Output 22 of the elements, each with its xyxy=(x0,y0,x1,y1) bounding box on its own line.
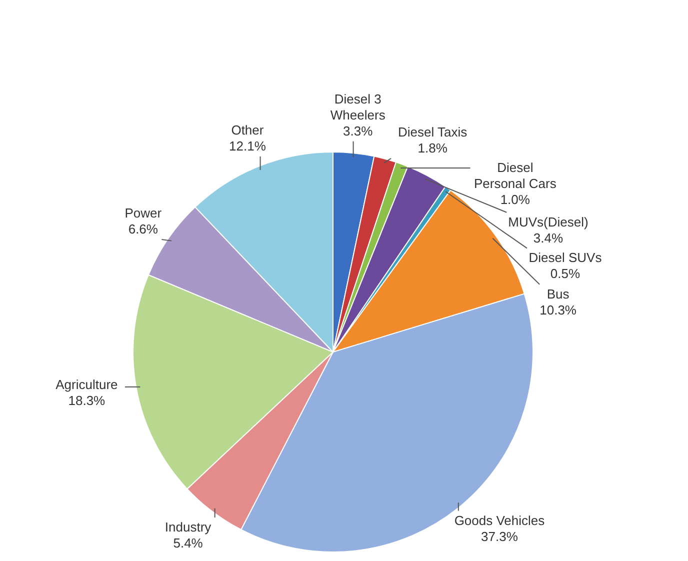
data-label: 0.5% xyxy=(550,266,580,282)
slice-label: Industry xyxy=(164,519,212,534)
slice-label: Diesel Taxis xyxy=(398,124,468,140)
slice-label: Agriculture xyxy=(56,376,118,392)
data-label: 37.3% xyxy=(481,528,518,544)
slice-label: Power xyxy=(124,206,162,221)
slice-label: Diesel Personal Cars xyxy=(474,160,557,192)
data-label: 12.1% xyxy=(229,138,266,154)
slice-label: Other xyxy=(231,122,264,138)
data-label: 3.4% xyxy=(533,230,564,246)
slice-label: Bus xyxy=(546,286,570,302)
slice-label: Diesel SUVs xyxy=(528,250,602,266)
slice-label: MUVs(Diesel) xyxy=(508,214,588,230)
data-label: 3.3% xyxy=(343,123,374,138)
slice-label: Goods Vehicles xyxy=(454,512,546,528)
data-label: 18.3% xyxy=(68,392,106,408)
data-label: 1.8% xyxy=(418,140,448,156)
data-label: 6.6% xyxy=(128,222,158,237)
data-label: 5.4% xyxy=(173,535,204,550)
data-label: 10.3% xyxy=(540,302,577,318)
slice-label: Diesel 3 Wheelers xyxy=(330,91,386,122)
data-label: 1.0% xyxy=(500,192,530,208)
